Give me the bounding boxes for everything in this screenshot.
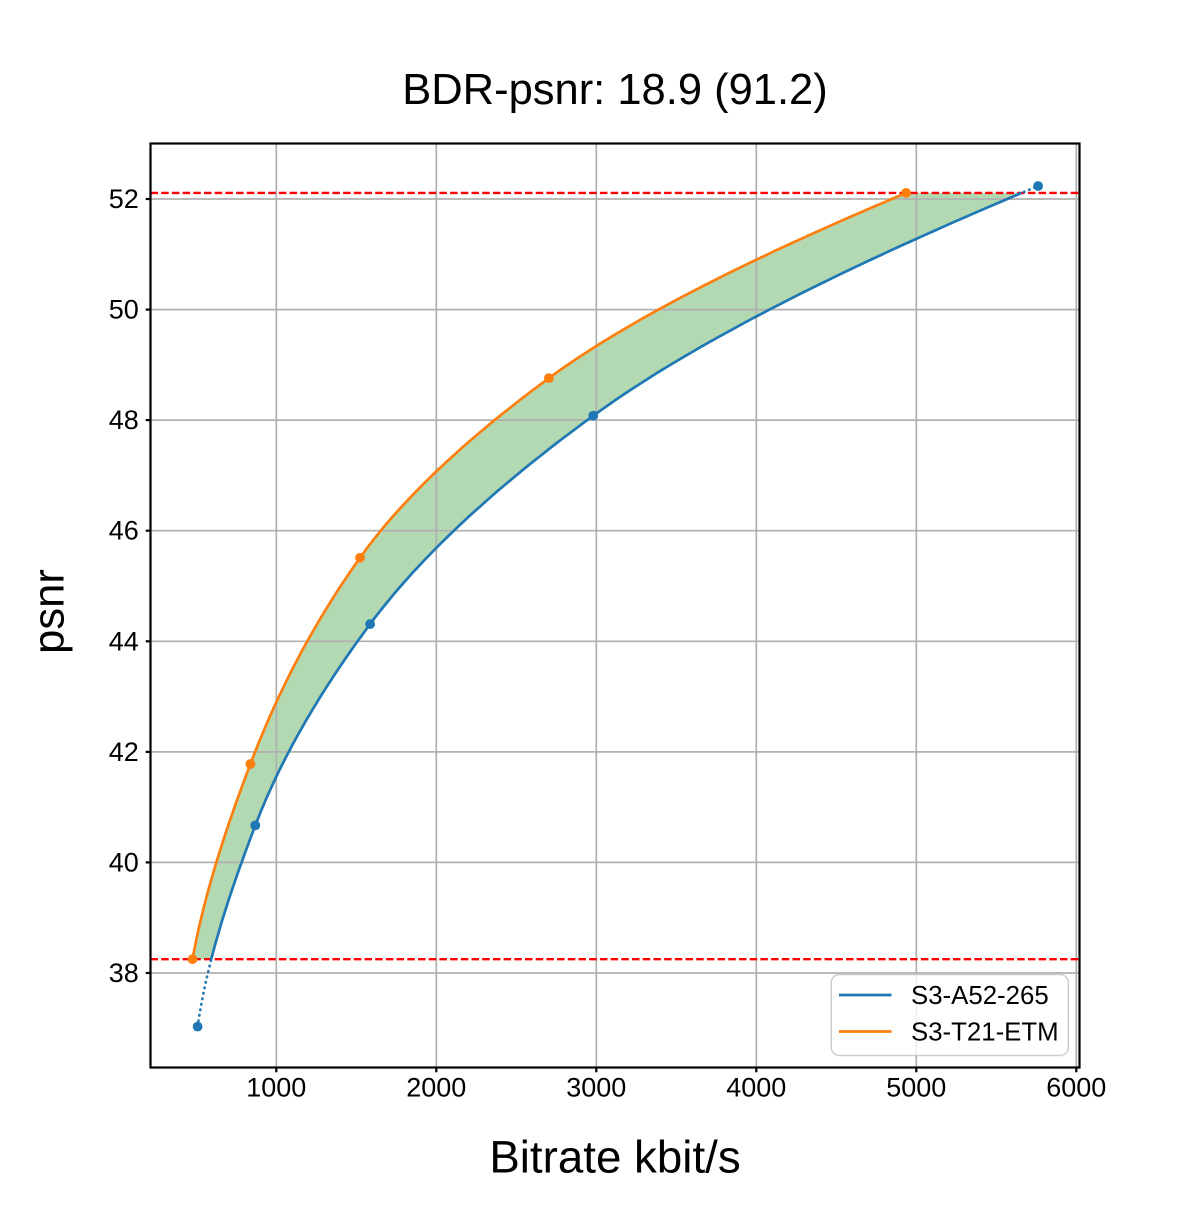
svg-text:44: 44 <box>109 626 139 656</box>
svg-text:5000: 5000 <box>886 1073 946 1103</box>
svg-text:3000: 3000 <box>566 1073 626 1103</box>
svg-text:6000: 6000 <box>1046 1073 1106 1103</box>
svg-text:S3-A52-265: S3-A52-265 <box>911 982 1049 1010</box>
svg-text:38: 38 <box>109 958 139 988</box>
svg-text:BDR-psnr: 18.9 (91.2): BDR-psnr: 18.9 (91.2) <box>402 66 828 114</box>
svg-text:4000: 4000 <box>726 1073 786 1103</box>
svg-text:S3-T21-ETM: S3-T21-ETM <box>911 1018 1059 1046</box>
svg-text:2000: 2000 <box>406 1073 466 1103</box>
svg-text:1000: 1000 <box>246 1073 306 1103</box>
svg-text:46: 46 <box>109 516 139 546</box>
svg-text:50: 50 <box>109 295 139 325</box>
svg-text:42: 42 <box>109 737 139 767</box>
svg-text:40: 40 <box>109 847 139 877</box>
svg-text:Bitrate kbit/s: Bitrate kbit/s <box>489 1132 740 1183</box>
svg-text:48: 48 <box>109 405 139 435</box>
svg-text:52: 52 <box>109 184 139 214</box>
svg-text:psnr: psnr <box>26 569 74 654</box>
